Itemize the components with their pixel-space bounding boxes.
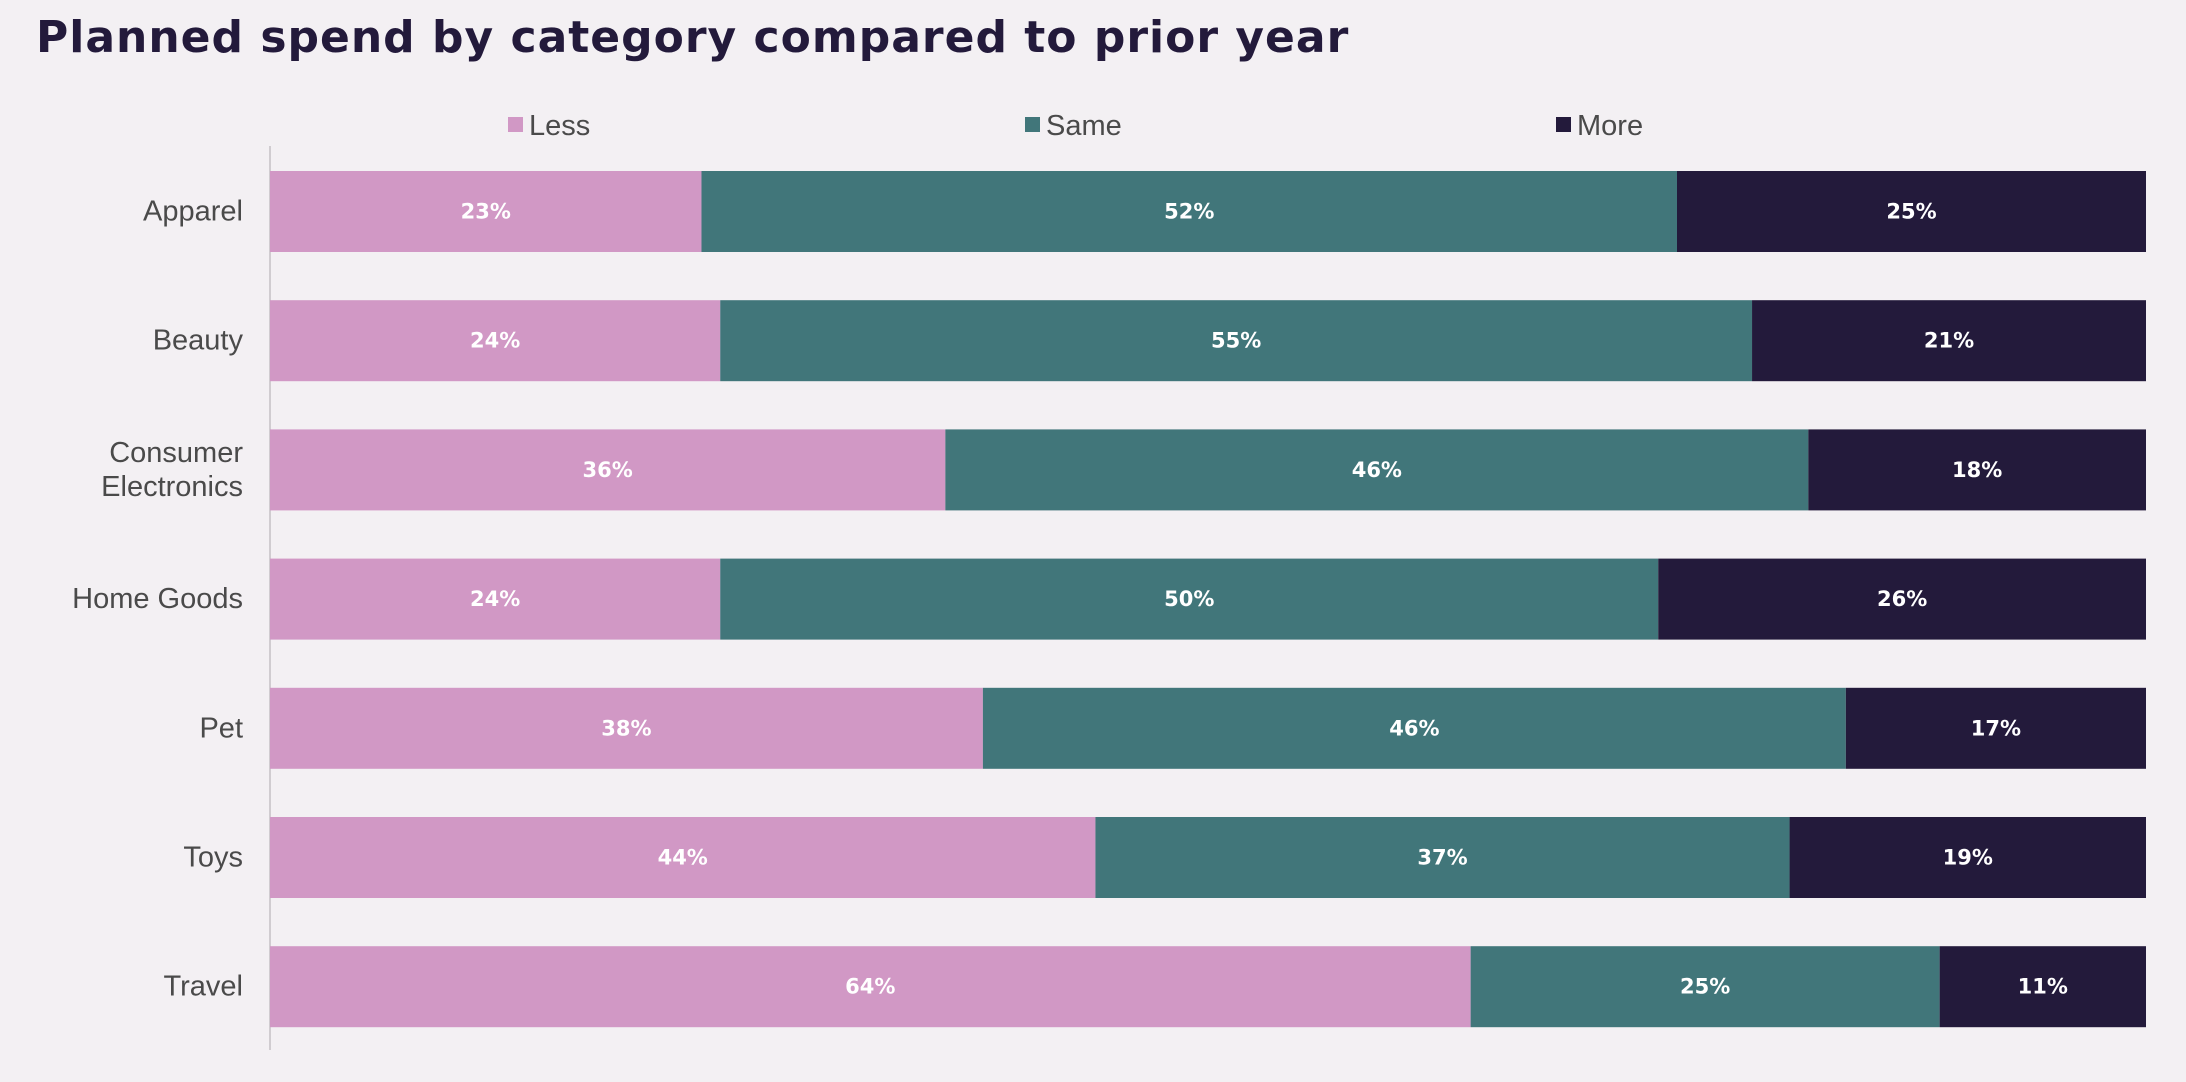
data-label-home-goods-same: 50%	[1164, 587, 1214, 611]
data-label-toys-less: 44%	[658, 846, 708, 870]
bar-row-travel: 64% 25% 11%	[270, 946, 2146, 1028]
data-label-pet-less: 38%	[601, 716, 651, 740]
legend-item-less: Less	[508, 110, 590, 142]
legend-label-more: More	[1577, 110, 1643, 142]
bar-row-apparel: 23% 52% 25%	[270, 171, 2146, 252]
category-label-pet: Pet	[199, 712, 243, 744]
legend: Less Same More	[508, 110, 1643, 142]
legend-label-same: Same	[1046, 110, 1122, 142]
bar-segment-consumer-electronics-less	[270, 429, 946, 511]
data-label-travel-same: 25%	[1680, 975, 1730, 999]
category-label-beauty: Beauty	[153, 325, 244, 357]
bar-segment-travel-same	[1470, 946, 1940, 1028]
data-label-consumer-electronics-less: 36%	[583, 458, 633, 482]
category-label-travel: Travel	[164, 971, 244, 1003]
bars-group: 23% 52% 25% 24% 55% 21% 36% 46% 18% 24% 50% 26% 38% 4…	[270, 171, 2146, 1028]
data-label-pet-more: 17%	[1971, 716, 2021, 740]
bar-segment-apparel-less	[270, 171, 702, 252]
legend-label-less: Less	[529, 110, 590, 142]
category-label-home-goods: Home Goods	[72, 583, 243, 615]
data-label-travel-less: 64%	[845, 975, 895, 999]
bar-segment-travel-more	[1939, 946, 2146, 1028]
data-label-toys-same: 37%	[1417, 846, 1467, 870]
bar-segment-home-goods-more	[1658, 558, 2146, 640]
chart-title: Planned spend by category compared to pr…	[36, 12, 1350, 63]
data-label-home-goods-less: 24%	[470, 587, 520, 611]
legend-swatch-same	[1025, 117, 1040, 132]
data-label-beauty-more: 21%	[1924, 329, 1974, 353]
bar-segment-consumer-electronics-more	[1808, 429, 2146, 511]
legend-item-same: Same	[1025, 110, 1122, 142]
bar-segment-pet-less	[270, 687, 983, 769]
legend-item-more: More	[1556, 110, 1643, 142]
bar-segment-pet-same	[982, 687, 1846, 769]
bar-segment-toys-less	[270, 817, 1096, 898]
legend-swatch-less	[508, 117, 523, 132]
data-label-toys-more: 19%	[1943, 846, 1993, 870]
bar-segment-apparel-same	[701, 171, 1677, 252]
bar-row-consumer-electronics: 36% 46% 18%	[270, 429, 2146, 511]
data-label-beauty-less: 24%	[470, 329, 520, 353]
bar-segment-toys-more	[1789, 817, 2146, 898]
data-label-beauty-same: 55%	[1211, 329, 1261, 353]
bar-row-toys: 44% 37% 19%	[270, 817, 2146, 898]
bar-segment-beauty-less	[270, 300, 721, 382]
bar-segment-home-goods-less	[270, 558, 721, 640]
bar-segment-consumer-electronics-same	[945, 429, 1809, 511]
bar-row-beauty: 24% 55% 21%	[270, 300, 2146, 382]
category-label-consumer-electronics: Consumer Electronics	[101, 437, 243, 503]
bar-row-pet: 38% 46% 17%	[270, 687, 2146, 769]
bar-segment-beauty-same	[720, 300, 1753, 382]
bar-segment-beauty-more	[1752, 300, 2146, 382]
data-label-pet-same: 46%	[1389, 716, 1439, 740]
category-label-toys: Toys	[183, 842, 243, 874]
data-label-apparel-less: 23%	[461, 200, 511, 224]
bar-segment-apparel-more	[1677, 171, 2146, 252]
legend-swatch-more	[1556, 117, 1571, 132]
data-label-consumer-electronics-same: 46%	[1352, 458, 1402, 482]
category-label-apparel: Apparel	[143, 196, 243, 228]
data-label-home-goods-more: 26%	[1877, 587, 1927, 611]
bar-row-home-goods: 24% 50% 26%	[270, 558, 2146, 640]
data-label-apparel-same: 52%	[1164, 200, 1214, 224]
category-labels: Apparel Beauty Consumer Electronics Home Goo…	[72, 196, 243, 1003]
bar-segment-toys-same	[1095, 817, 1790, 898]
data-label-travel-more: 11%	[2018, 975, 2068, 999]
bar-segment-home-goods-same	[720, 558, 1659, 640]
data-label-apparel-more: 25%	[1886, 200, 1936, 224]
bar-segment-pet-more	[1845, 687, 2146, 769]
data-label-consumer-electronics-more: 18%	[1952, 458, 2002, 482]
bar-segment-travel-less	[270, 946, 1471, 1028]
